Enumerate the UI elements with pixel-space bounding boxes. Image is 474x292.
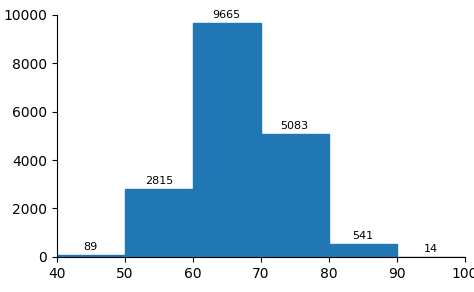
Bar	[328, 244, 397, 257]
Bar	[125, 189, 193, 257]
Bar	[261, 134, 328, 257]
Text: 14: 14	[423, 244, 438, 254]
Text: 9665: 9665	[213, 10, 241, 20]
Bar	[57, 255, 125, 257]
Bar	[193, 23, 261, 257]
Text: 5083: 5083	[281, 121, 309, 131]
Text: 89: 89	[84, 242, 98, 252]
Text: 541: 541	[352, 232, 373, 241]
Text: 2815: 2815	[145, 176, 173, 186]
